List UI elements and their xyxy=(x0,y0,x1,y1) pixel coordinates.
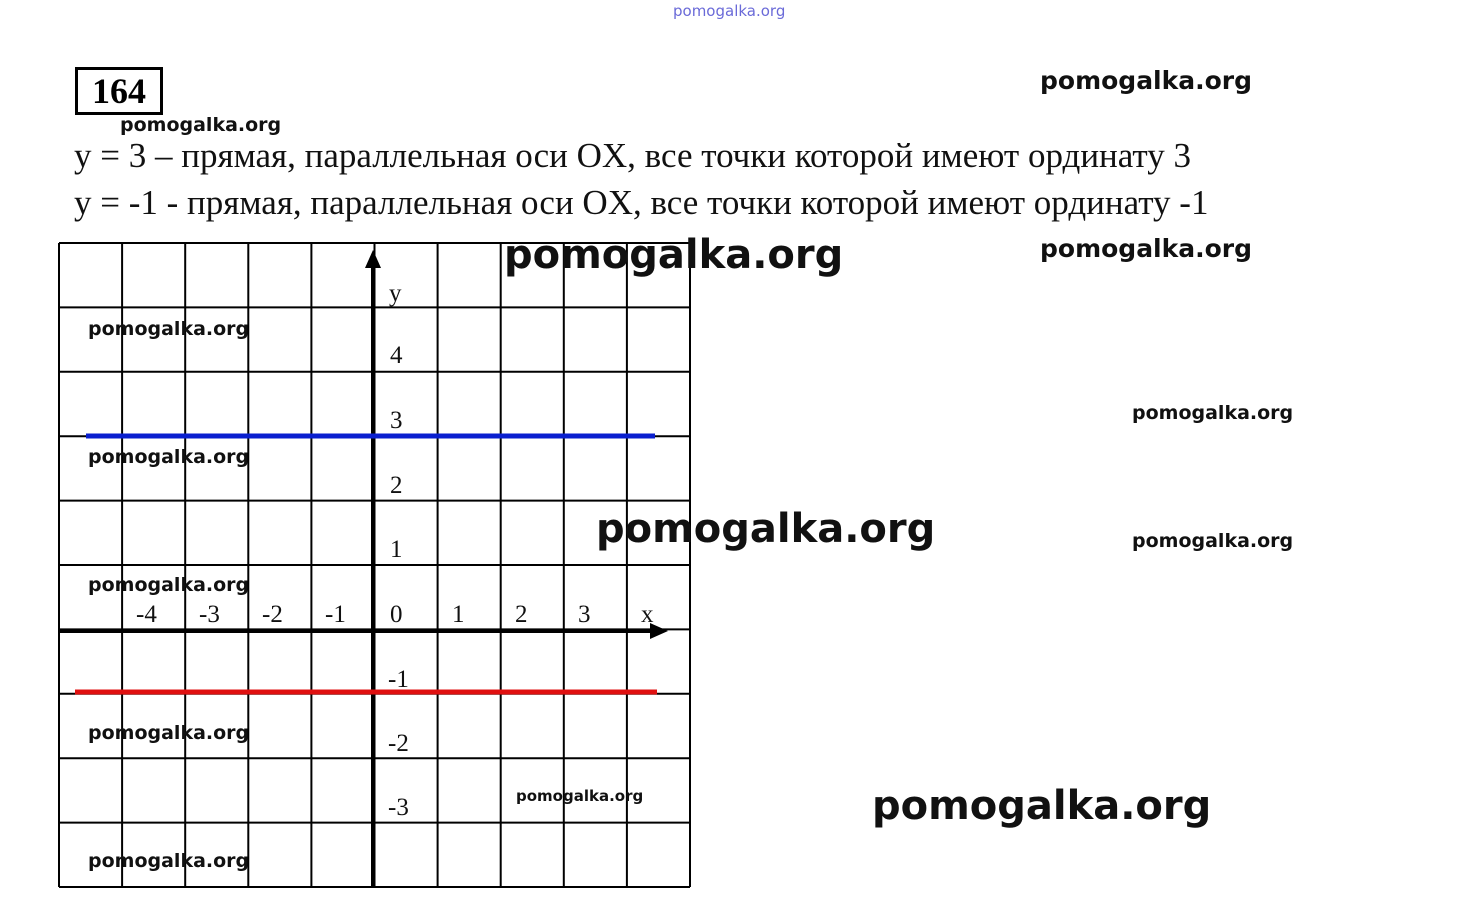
watermark: pomogalka.org xyxy=(120,114,282,136)
y-axis-arrow xyxy=(365,250,381,268)
watermark: pomogalka.org xyxy=(88,446,250,468)
watermark: pomogalka.org xyxy=(1132,530,1294,552)
x-tick: 2 xyxy=(515,601,528,628)
solution-line-2: y = -1 - прямая, параллельная оси OX, вс… xyxy=(74,183,1209,222)
watermark: pomogalka.org xyxy=(1040,66,1253,95)
y-axis-label: y xyxy=(389,280,402,307)
y-tick: -3 xyxy=(388,794,409,821)
solution-line-1: y = 3 – прямая, параллельная оси OX, все… xyxy=(74,136,1191,175)
watermark: pomogalka.org xyxy=(88,850,250,872)
watermark: pomogalka.org xyxy=(1040,234,1253,263)
watermark: pomogalka.org xyxy=(596,506,936,552)
x-tick: -4 xyxy=(136,601,157,628)
x-tick: 3 xyxy=(578,601,591,628)
watermark: pomogalka.org xyxy=(88,722,250,744)
x-tick: 0 xyxy=(390,601,403,628)
watermark: pomogalka.org xyxy=(516,787,644,805)
watermark: pomogalka.org xyxy=(1132,402,1294,424)
problem-number: 164 xyxy=(75,67,163,115)
watermark: pomogalka.org xyxy=(88,318,250,340)
x-tick: 1 xyxy=(452,601,465,628)
x-tick: -2 xyxy=(262,601,283,628)
watermark: pomogalka.org xyxy=(872,783,1212,829)
y-tick: 2 xyxy=(390,472,403,499)
x-axis-label: x xyxy=(641,601,654,628)
x-tick: -1 xyxy=(325,601,346,628)
x-axis-arrow xyxy=(650,623,668,639)
y-tick: 4 xyxy=(390,342,403,369)
y-tick: -1 xyxy=(388,666,409,693)
x-tick: -3 xyxy=(199,601,220,628)
watermark: pomogalka.org xyxy=(88,574,250,596)
watermark: pomogalka.org xyxy=(504,232,844,278)
y-tick: -2 xyxy=(388,730,409,757)
watermark: pomogalka.org xyxy=(673,2,786,20)
y-tick: 3 xyxy=(390,407,403,434)
y-tick: 1 xyxy=(390,536,403,563)
